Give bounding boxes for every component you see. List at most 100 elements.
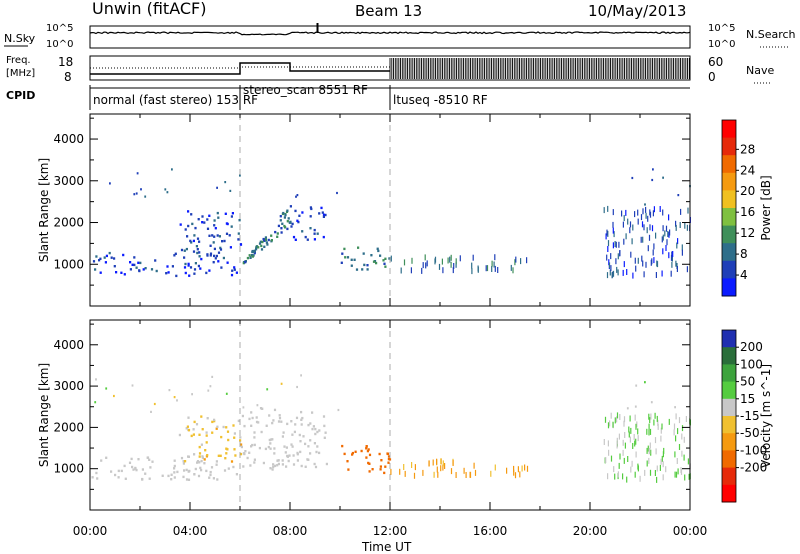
data-cell bbox=[289, 205, 292, 208]
data-cell bbox=[283, 445, 286, 448]
data-cell bbox=[213, 254, 216, 258]
data-cell bbox=[463, 467, 465, 474]
y-tick-label: 3000 bbox=[53, 174, 84, 188]
data-cell bbox=[263, 239, 266, 242]
data-cell bbox=[300, 410, 303, 414]
nave-dense-trace bbox=[389, 58, 690, 79]
data-cell bbox=[624, 432, 626, 438]
data-cell bbox=[230, 460, 234, 463]
data-cell bbox=[249, 256, 252, 259]
data-cell bbox=[378, 452, 381, 456]
outlier-cell bbox=[211, 375, 214, 378]
data-cell bbox=[660, 435, 662, 442]
data-cell bbox=[379, 468, 382, 471]
data-cell bbox=[442, 464, 444, 471]
data-cell bbox=[494, 265, 496, 272]
data-cell bbox=[266, 243, 269, 246]
data-cell bbox=[281, 222, 284, 225]
data-cell bbox=[222, 256, 225, 260]
data-cell bbox=[284, 226, 287, 229]
data-cell bbox=[226, 261, 229, 264]
data-cell bbox=[403, 259, 406, 266]
data-cell bbox=[301, 211, 304, 214]
data-cell bbox=[648, 413, 650, 420]
data-cell bbox=[521, 465, 523, 472]
data-cell bbox=[293, 430, 296, 434]
data-cell bbox=[663, 447, 665, 454]
data-cell bbox=[343, 452, 346, 456]
data-cell bbox=[607, 205, 609, 212]
data-cell bbox=[132, 468, 135, 471]
data-cell bbox=[309, 227, 312, 230]
data-cell bbox=[206, 253, 209, 256]
data-cell bbox=[616, 437, 618, 444]
data-cell bbox=[422, 262, 424, 269]
station-title: Unwin (fitACF) bbox=[92, 0, 206, 18]
data-cell bbox=[390, 255, 392, 262]
data-cell bbox=[104, 261, 107, 264]
data-cell bbox=[284, 213, 287, 217]
data-cell bbox=[263, 245, 266, 248]
nave-tick-bottom: 0 bbox=[708, 70, 716, 84]
data-cell bbox=[233, 268, 236, 271]
data-cell bbox=[286, 227, 289, 231]
outlier-cell bbox=[131, 384, 134, 387]
data-cell bbox=[432, 459, 434, 466]
data-cell bbox=[681, 433, 683, 440]
data-cell bbox=[644, 469, 646, 476]
data-cell bbox=[217, 454, 220, 457]
data-cell bbox=[684, 474, 686, 481]
data-cell bbox=[610, 253, 612, 260]
data-cell bbox=[239, 243, 243, 246]
colorbar-swatch bbox=[722, 278, 736, 297]
data-cell bbox=[452, 267, 454, 274]
data-cell bbox=[173, 464, 176, 468]
data-cell bbox=[249, 464, 252, 467]
data-cell bbox=[243, 424, 246, 428]
data-cell bbox=[285, 465, 288, 468]
data-cell bbox=[286, 209, 289, 212]
data-cell bbox=[632, 224, 634, 231]
colorbar-swatch bbox=[722, 484, 736, 503]
data-cell bbox=[139, 261, 142, 265]
data-cell bbox=[677, 468, 679, 475]
data-cell bbox=[287, 217, 290, 220]
data-cell bbox=[114, 473, 117, 477]
data-cell bbox=[619, 250, 621, 257]
data-cell bbox=[320, 206, 323, 210]
data-cell bbox=[194, 226, 197, 230]
data-cell bbox=[365, 456, 368, 459]
data-cell bbox=[485, 265, 487, 272]
data-cell bbox=[384, 265, 387, 268]
data-cell bbox=[491, 266, 493, 272]
data-cell bbox=[614, 417, 616, 424]
data-cell bbox=[215, 427, 218, 430]
data-cell bbox=[368, 453, 372, 457]
data-cell bbox=[298, 214, 301, 217]
data-cell bbox=[231, 269, 234, 272]
data-cell bbox=[137, 261, 140, 264]
data-cell bbox=[108, 251, 111, 255]
data-cell bbox=[165, 272, 168, 275]
data-cell bbox=[684, 222, 686, 229]
data-cell bbox=[375, 261, 378, 265]
data-cell bbox=[150, 268, 154, 271]
data-cell bbox=[131, 263, 134, 266]
data-cell bbox=[325, 462, 328, 466]
data-cell bbox=[269, 442, 272, 445]
data-cell bbox=[155, 269, 158, 273]
data-cell bbox=[265, 241, 268, 244]
data-cell bbox=[413, 472, 416, 479]
data-cell bbox=[253, 431, 256, 434]
data-cell bbox=[606, 229, 608, 236]
data-cell bbox=[198, 251, 201, 254]
data-cell bbox=[520, 258, 522, 265]
data-cell bbox=[113, 257, 116, 260]
outlier-cell bbox=[95, 378, 97, 381]
data-cell bbox=[514, 472, 517, 479]
data-cell bbox=[626, 476, 628, 483]
data-cell bbox=[622, 449, 624, 456]
data-cell bbox=[673, 423, 676, 430]
data-cell bbox=[187, 416, 190, 419]
data-cell bbox=[296, 453, 299, 456]
